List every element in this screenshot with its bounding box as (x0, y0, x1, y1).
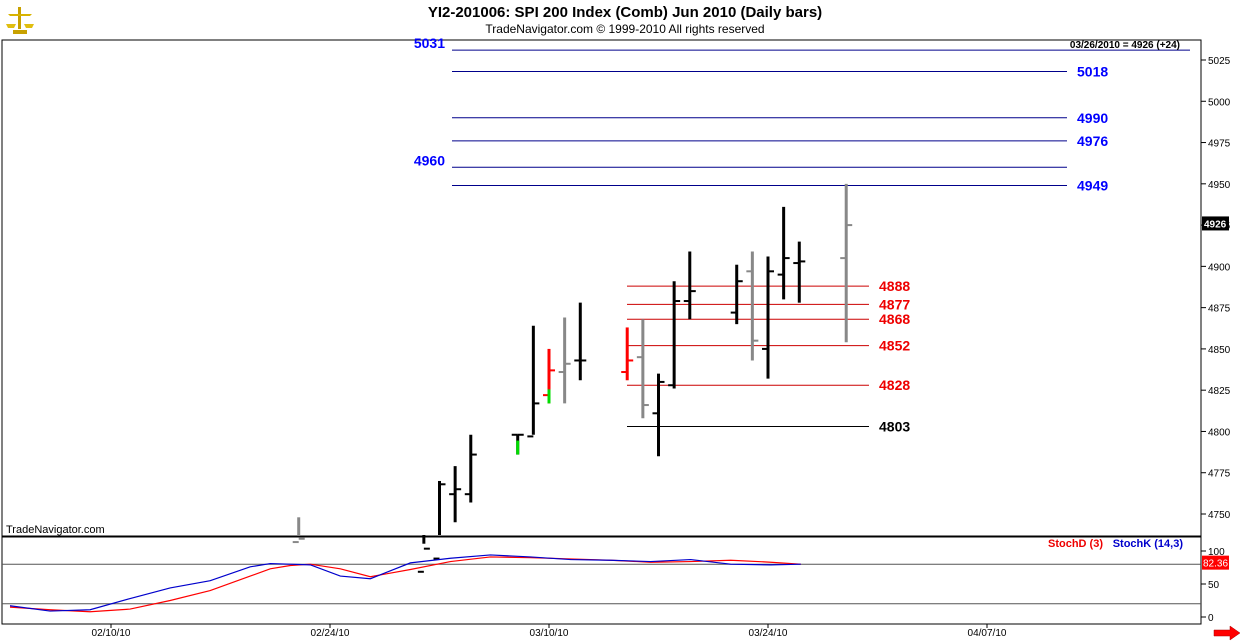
stochastic-panel-frame (1, 536, 1202, 625)
price-tick-label: 4900 (1208, 262, 1231, 273)
watermark-text: TradeNavigator.com (6, 524, 105, 536)
level-label: 4949 (1077, 177, 1108, 193)
date-tick-label: 02/10/10 (92, 628, 131, 639)
date-axis: 02/10/10 02/24/10 03/10/10 03/24/10 04/07/10 (92, 624, 1007, 639)
price-tick-label: 5025 (1208, 56, 1231, 67)
stochastic-tick-label: 50 (1208, 580, 1220, 591)
level-label: 4960 (414, 152, 445, 168)
price-tick-label: 4975 (1208, 139, 1231, 150)
level-label: 4828 (879, 377, 910, 393)
date-tick-label: 02/24/10 (311, 628, 350, 639)
stochastic-tick-label: 100 (1208, 547, 1225, 558)
level-label: 5018 (1077, 64, 1108, 80)
price-tick-label: 4875 (1208, 304, 1231, 315)
price-tick-label: 4825 (1208, 386, 1231, 397)
last-price-note: 03/26/2010 = 4926 (+24) (1070, 40, 1180, 51)
copyright-subtitle: TradeNavigator.com © 1999-2010 All right… (485, 22, 765, 36)
stochd-line (9, 556, 801, 613)
stochk-line (9, 554, 801, 612)
stochastic-value-tag (1202, 555, 1229, 570)
title-bar: YI2-201006: SPI 200 Index (Comb) Jun 201… (0, 0, 1250, 40)
level-label: 4868 (879, 311, 910, 327)
level-label: 4990 (1077, 110, 1108, 126)
price-tick-label: 4850 (1208, 345, 1231, 356)
price-tick-label: 4800 (1208, 427, 1231, 438)
price-tick-label: 4775 (1208, 469, 1231, 480)
price-tick-label: 5000 (1208, 97, 1231, 108)
level-label: 4852 (879, 338, 910, 354)
scales-logo-icon (6, 7, 34, 34)
stochastic-value-label: 82.36 (1203, 559, 1228, 570)
level-label: 4976 (1077, 133, 1108, 149)
ohlc-bars (292, 183, 853, 573)
level-label: 4888 (879, 278, 910, 294)
chart-title: YI2-201006: SPI 200 Index (Comb) Jun 201… (427, 4, 823, 21)
legend-stochk: StochK (14,3) (1113, 538, 1184, 550)
price-tick-label: 4950 (1208, 180, 1231, 191)
stochastic-tick-label: 0 (1208, 613, 1214, 624)
price-axis: 4750477548004825485048754900492549504975… (1201, 56, 1231, 521)
scroll-right-arrow-icon[interactable] (1213, 625, 1241, 641)
current-price-label: 4926 (1204, 219, 1227, 230)
date-tick-label: 03/24/10 (749, 628, 788, 639)
price-tick-label: 4750 (1208, 510, 1231, 521)
date-tick-label: 03/10/10 (530, 628, 569, 639)
stochastic-lines (2, 554, 1201, 613)
legend-stochd: StochD (3) (1048, 538, 1103, 550)
current-price-tag (1202, 216, 1229, 231)
price-panel-frame (1, 39, 1202, 537)
level-label: 5031 (414, 35, 445, 51)
level-label: 4803 (879, 419, 910, 435)
level-label: 4877 (879, 296, 910, 312)
date-tick-label: 04/07/10 (968, 628, 1007, 639)
